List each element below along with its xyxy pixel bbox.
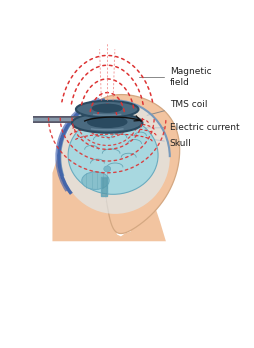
Text: Skull: Skull [143, 138, 191, 148]
Polygon shape [101, 177, 107, 196]
Text: TMS coil: TMS coil [147, 100, 207, 116]
Ellipse shape [92, 104, 121, 112]
Polygon shape [52, 124, 165, 241]
Ellipse shape [103, 166, 110, 172]
Polygon shape [87, 95, 179, 234]
Ellipse shape [60, 101, 169, 214]
Text: Electric current: Electric current [143, 123, 239, 132]
Ellipse shape [76, 101, 138, 118]
Ellipse shape [68, 116, 157, 194]
Ellipse shape [87, 117, 126, 127]
Text: Magnetic
field: Magnetic field [138, 67, 211, 87]
Ellipse shape [82, 172, 109, 189]
Ellipse shape [72, 113, 142, 133]
